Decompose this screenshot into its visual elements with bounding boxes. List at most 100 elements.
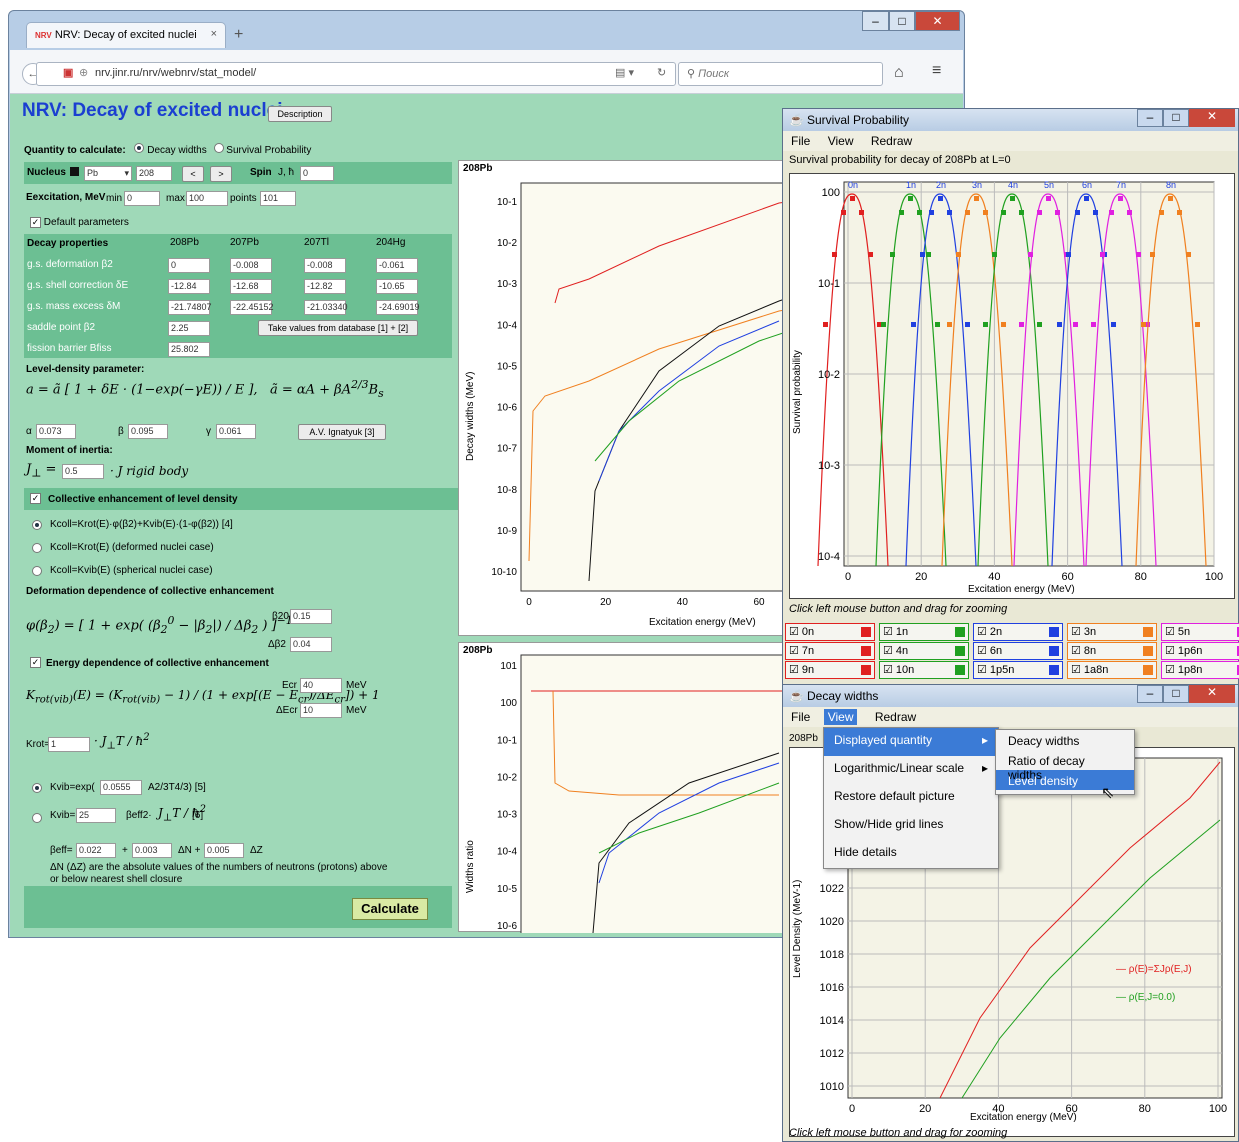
legend-checkbox[interactable]: ☑: [1165, 664, 1178, 676]
fission-input[interactable]: 25.802: [168, 342, 210, 357]
beta20-input[interactable]: 0.15: [290, 609, 332, 624]
url-bar[interactable]: ▣ ⊕ nrv.jinr.ru/nrv/webnrv/stat_model/ ▤…: [36, 62, 676, 86]
home-icon[interactable]: ⌂: [894, 64, 904, 81]
cell-input[interactable]: -0.061: [376, 258, 418, 273]
legend-item[interactable]: ☑ 1a8n: [1067, 661, 1157, 679]
cell-input[interactable]: -0.008: [304, 258, 346, 273]
next-button[interactable]: >: [210, 166, 232, 182]
legend-checkbox[interactable]: ☑: [1071, 645, 1084, 657]
mass-input[interactable]: 208: [136, 166, 172, 181]
legend-item[interactable]: ☑ 10n: [879, 661, 969, 679]
cell-input[interactable]: -12.82: [304, 279, 346, 294]
legend-checkbox[interactable]: ☑: [789, 645, 802, 657]
cell-input[interactable]: 0: [168, 258, 210, 273]
minimize-button[interactable]: –: [1137, 109, 1163, 127]
legend-checkbox[interactable]: ☑: [977, 645, 990, 657]
beff-input-3[interactable]: 0.005: [204, 843, 244, 858]
prev-button[interactable]: <: [182, 166, 204, 182]
default-params-checkbox[interactable]: ✓: [30, 217, 41, 228]
legend-item[interactable]: ☑ 3n: [1067, 623, 1157, 641]
cell-input[interactable]: -21.74807: [168, 300, 212, 315]
menu-icon[interactable]: ≡: [932, 62, 942, 79]
ecr-input[interactable]: 40: [300, 678, 342, 693]
legend-checkbox[interactable]: ☑: [1165, 626, 1178, 638]
cell-input[interactable]: -0.008: [230, 258, 272, 273]
menu-item-displayed-quantity[interactable]: Displayed quantity ▸: [824, 728, 998, 756]
cell-input[interactable]: -21.03340: [304, 300, 348, 315]
element-select[interactable]: Pb ▾: [84, 166, 132, 181]
cell-input[interactable]: -24.69019: [376, 300, 420, 315]
legend-item[interactable]: ☑ 9n: [785, 661, 875, 679]
menu-item-grid[interactable]: Show/Hide grid lines: [834, 817, 944, 831]
submenu-level-density[interactable]: Level density: [996, 770, 1134, 790]
description-button[interactable]: Description: [268, 106, 332, 122]
close-tab-icon[interactable]: ×: [210, 28, 217, 40]
collective-checkbox[interactable]: ✓: [30, 493, 41, 504]
legend-item[interactable]: ☑ 4n: [879, 642, 969, 660]
legend-checkbox[interactable]: ☑: [883, 626, 896, 638]
minimize-button[interactable]: –: [862, 11, 889, 31]
menu-view[interactable]: View: [823, 709, 858, 725]
menu-redraw[interactable]: Redraw: [870, 134, 913, 148]
maximize-button[interactable]: □: [889, 11, 915, 31]
points-input[interactable]: 101: [260, 191, 296, 206]
max-input[interactable]: 100: [186, 191, 228, 206]
cell-input[interactable]: -12.68: [230, 279, 272, 294]
maximize-button[interactable]: □: [1163, 685, 1189, 703]
legend-checkbox[interactable]: ☑: [1071, 664, 1084, 676]
legend-item[interactable]: ☑ 1n: [879, 623, 969, 641]
legend-item[interactable]: ☑ 7n: [785, 642, 875, 660]
browser-tab[interactable]: NRV NRV: Decay of excited nuclei ×: [26, 22, 226, 48]
close-window-button[interactable]: ✕: [1189, 109, 1235, 127]
minimize-button[interactable]: –: [1137, 685, 1163, 703]
legend-item[interactable]: ☑ 6n: [973, 642, 1063, 660]
calculate-button[interactable]: Calculate: [352, 898, 428, 920]
moi-input[interactable]: 0.5: [62, 464, 104, 479]
cell-input[interactable]: -12.84: [168, 279, 210, 294]
legend-checkbox[interactable]: ☑: [977, 626, 990, 638]
beff-input-2[interactable]: 0.003: [132, 843, 172, 858]
close-window-button[interactable]: ✕: [915, 11, 960, 31]
new-tab-button[interactable]: +: [234, 26, 244, 43]
decr-input[interactable]: 10: [300, 703, 342, 718]
spin-input[interactable]: 0: [300, 166, 334, 181]
radio-survival[interactable]: [213, 143, 224, 153]
beta-input[interactable]: 0.095: [128, 424, 168, 439]
reload-icon[interactable]: ↻: [657, 67, 667, 79]
radio-kcoll-3[interactable]: [32, 566, 42, 576]
min-input[interactable]: 0: [124, 191, 160, 206]
radio-kcoll-1[interactable]: [32, 520, 42, 530]
radio-kcoll-2[interactable]: [32, 543, 42, 553]
menu-item-restore[interactable]: Restore default picture: [834, 789, 955, 803]
menu-file[interactable]: File: [791, 134, 811, 148]
menu-item-log-linear[interactable]: Logarithmic/Linear scale ▸: [834, 761, 988, 775]
radio-decay-widths[interactable]: [134, 143, 145, 153]
cell-input[interactable]: -10.65: [376, 279, 418, 294]
ignatyuk-button[interactable]: A.V. Ignatyuk [3]: [298, 424, 386, 440]
close-window-button[interactable]: ✕: [1189, 685, 1235, 703]
kvib2-input[interactable]: 25: [76, 808, 116, 823]
legend-item[interactable]: ☑ 8n: [1067, 642, 1157, 660]
menu-file[interactable]: File: [791, 710, 811, 724]
menu-view[interactable]: View: [827, 134, 854, 148]
legend-item[interactable]: ☑ 1p6n: [1161, 642, 1239, 660]
legend-item[interactable]: ☑ 0n: [785, 623, 875, 641]
saddle-input[interactable]: 2.25: [168, 321, 210, 336]
legend-item[interactable]: ☑ 2n: [973, 623, 1063, 641]
take-values-button[interactable]: Take values from database [1] + [2]: [258, 320, 418, 336]
radio-kvib-1[interactable]: [32, 783, 42, 793]
dbeta2-input[interactable]: 0.04: [290, 637, 332, 652]
alpha-input[interactable]: 0.073: [36, 424, 76, 439]
legend-item[interactable]: ☑ 1p8n: [1161, 661, 1239, 679]
legend-checkbox[interactable]: ☑: [883, 645, 896, 657]
legend-checkbox[interactable]: ☑: [789, 626, 802, 638]
beff-input-1[interactable]: 0.022: [76, 843, 116, 858]
menu-redraw[interactable]: Redraw: [874, 710, 917, 724]
radio-kvib-2[interactable]: [32, 813, 42, 823]
legend-checkbox[interactable]: ☑: [789, 664, 802, 676]
legend-item[interactable]: ☑ 1p5n: [973, 661, 1063, 679]
kvib1-input[interactable]: 0.0555: [100, 780, 142, 795]
search-bar[interactable]: ⚲ Поиск: [678, 62, 883, 86]
reader-icon[interactable]: ▤ ▾: [615, 67, 634, 79]
submenu-decay-widths[interactable]: Deacy widths: [1008, 734, 1080, 748]
